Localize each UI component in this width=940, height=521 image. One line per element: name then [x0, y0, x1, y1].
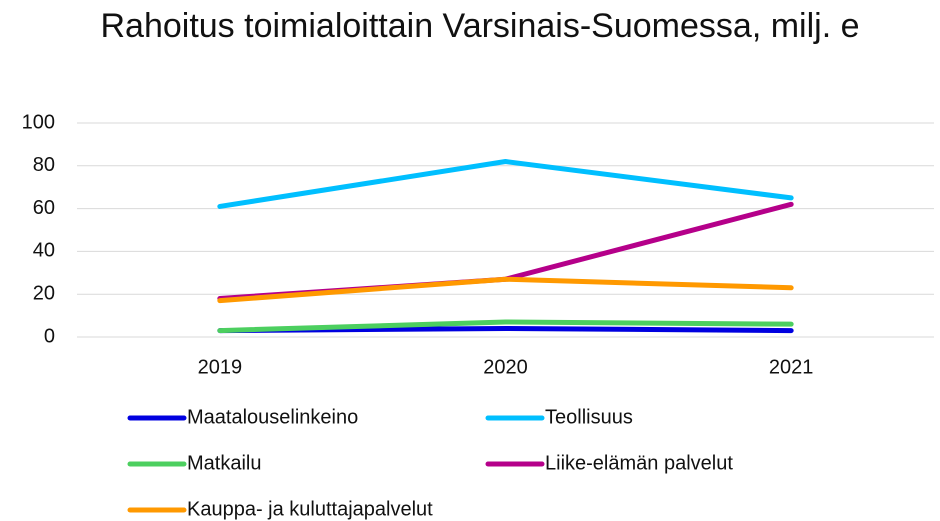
legend-label: Kauppa- ja kuluttajapalvelut	[187, 498, 433, 520]
y-tick-label: 100	[22, 111, 55, 133]
x-tick-label: 2019	[198, 356, 243, 378]
legend-label: Liike-elämän palvelut	[545, 452, 733, 474]
y-tick-label: 0	[44, 325, 55, 347]
series-line	[217, 319, 794, 334]
y-tick-label: 80	[33, 154, 55, 176]
y-tick-label: 20	[33, 282, 55, 304]
legend-label: Maatalouselinkeino	[187, 406, 358, 428]
x-tick-label: 2021	[769, 356, 814, 378]
legend-label: Matkailu	[187, 452, 261, 474]
y-tick-label: 60	[33, 197, 55, 219]
legend-label: Teollisuus	[545, 406, 633, 428]
series-line	[217, 276, 794, 304]
x-tick-label: 2020	[483, 356, 528, 378]
y-tick-label: 40	[33, 240, 55, 262]
series-line	[217, 159, 794, 209]
chart-title: Rahoitus toimialoittain Varsinais-Suomes…	[100, 7, 860, 45]
